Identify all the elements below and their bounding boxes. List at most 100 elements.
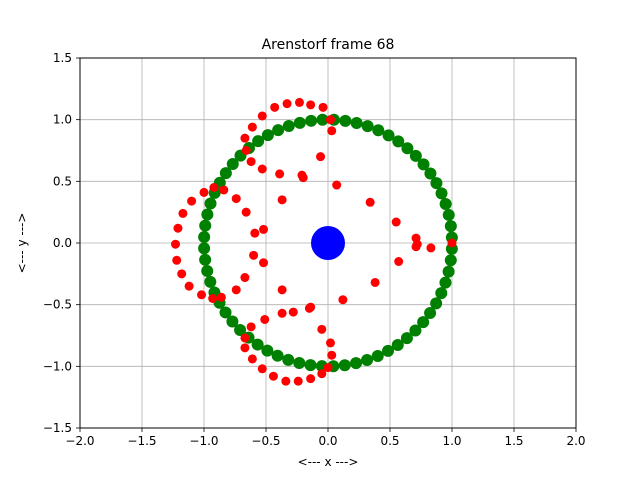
moon-point: [439, 276, 452, 289]
orbit-point: [365, 197, 375, 207]
y-tick-label: −1.0: [43, 359, 72, 373]
orbit-point: [306, 374, 316, 384]
x-tick-label: 2.0: [566, 434, 585, 448]
orbit-point: [327, 126, 337, 136]
orbit-point: [412, 239, 422, 249]
x-tick-label: 0.5: [380, 434, 399, 448]
orbit-point: [282, 99, 292, 109]
orbit-point: [240, 333, 250, 343]
y-tick-label: 1.0: [53, 113, 72, 127]
moon-point: [442, 208, 455, 221]
orbit-point: [270, 102, 280, 112]
moon-point: [350, 357, 363, 370]
x-axis-label: <--- x --->: [298, 455, 359, 469]
orbit-point: [338, 295, 348, 305]
orbit-point: [246, 322, 256, 332]
orbit-point: [325, 115, 335, 125]
moon-point: [204, 197, 217, 210]
moon-point: [282, 353, 295, 366]
orbit-point: [304, 303, 314, 313]
moon-point: [339, 114, 352, 127]
orbit-point: [208, 294, 218, 303]
orbit-point: [277, 285, 287, 295]
orbit-point: [294, 97, 304, 107]
y-tick-label: −1.5: [43, 421, 72, 435]
moon-point: [350, 116, 363, 129]
moon-point: [282, 119, 295, 132]
y-axis-ticks: −1.5 −1.0 −0.5 0.0 0.5 1.0 1.5: [43, 51, 80, 435]
orbit-point: [275, 169, 285, 179]
moon-point: [424, 167, 437, 180]
chart-title: Arenstorf frame 68: [262, 37, 395, 53]
moon-point: [316, 113, 329, 126]
orbit-point: [240, 343, 250, 353]
orbit-point: [327, 350, 337, 360]
orbit-point: [288, 307, 298, 317]
moon-point: [219, 167, 232, 180]
moon-point: [382, 129, 395, 142]
x-tick-label: −1.5: [127, 434, 156, 448]
x-tick-label: −1.0: [189, 434, 218, 448]
orbit-point: [257, 364, 267, 374]
orbit-point: [187, 196, 197, 206]
orbit-point: [317, 324, 327, 334]
moon-point: [252, 135, 265, 148]
orbit-point: [277, 308, 287, 318]
orbit-point: [298, 173, 308, 183]
x-tick-label: 1.0: [442, 434, 461, 448]
orbit-point: [240, 133, 250, 143]
orbit-point: [394, 257, 404, 266]
x-tick-label: 0.0: [318, 434, 337, 448]
orbit-point: [209, 183, 219, 192]
moon-point: [409, 324, 422, 337]
moon-point: [382, 344, 395, 357]
orbit-point: [281, 376, 291, 386]
x-axis-ticks: −2.0 −1.5 −1.0 −0.5 0.0 0.5 1.0 1.5 2.0: [65, 428, 586, 448]
moon-point: [204, 275, 217, 288]
orbit-point: [247, 354, 257, 364]
moon-point: [338, 359, 351, 372]
moon-point: [442, 265, 455, 278]
orbit-point: [231, 194, 241, 204]
orbit-point: [170, 239, 180, 249]
moon-point: [392, 135, 405, 148]
moon-point: [234, 323, 247, 336]
moon-point: [199, 253, 212, 266]
orbit-point: [259, 258, 269, 268]
orbit-point: [247, 122, 257, 132]
moon-point: [409, 149, 422, 162]
orbit-point: [332, 180, 342, 190]
orbit-point: [259, 224, 269, 234]
moon-point: [444, 220, 457, 233]
x-tick-label: −2.0: [65, 434, 94, 448]
orbit-point: [184, 281, 194, 291]
moon-point: [372, 124, 385, 137]
orbit-point: [177, 269, 187, 279]
orbit-point: [231, 285, 241, 295]
moon-point: [391, 338, 404, 351]
orbit-point: [323, 363, 333, 373]
orbit-point: [241, 146, 251, 155]
orbit-point: [391, 217, 401, 227]
orbit-point: [426, 243, 436, 253]
earth-point: [311, 226, 345, 260]
moon-point: [293, 356, 306, 369]
moon-point: [293, 116, 306, 129]
earth-series: [311, 226, 345, 260]
moon-point: [201, 208, 214, 221]
moon-point: [261, 129, 274, 142]
orbit-point: [246, 157, 256, 167]
moon-point: [271, 349, 284, 362]
y-tick-label: 0.0: [53, 236, 72, 250]
moon-point: [400, 332, 413, 345]
orbit-point: [325, 338, 335, 348]
orbit-point: [277, 195, 287, 205]
orbit-point: [219, 185, 229, 195]
orbit-point: [173, 223, 183, 233]
orbit-point: [306, 100, 316, 110]
moon-point: [401, 142, 414, 155]
orbit-point: [241, 207, 251, 217]
moon-trail-series: [198, 113, 458, 373]
orbit-point: [199, 187, 209, 197]
